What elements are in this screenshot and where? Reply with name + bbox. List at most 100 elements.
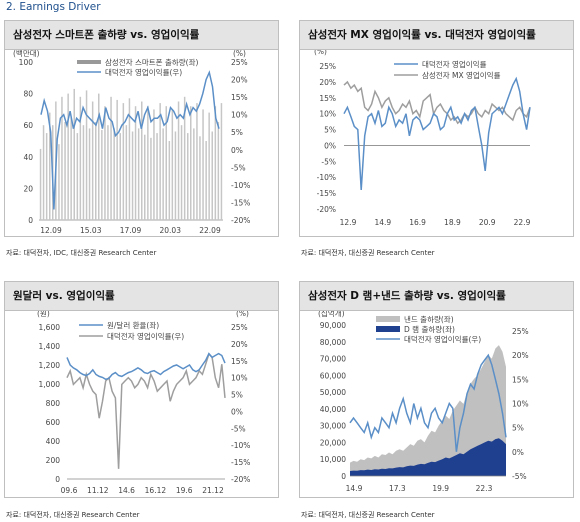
y-tick-label: 0% [324, 141, 336, 150]
y-tick-label: 50,000 [320, 388, 346, 397]
shipment-bar [125, 125, 128, 220]
chart-title: 삼성전자 MX 영업이익률 vs. 대덕전자 영업이익률 [300, 21, 573, 50]
chart-panel-mx-margin: 삼성전자 MX 영업이익률 vs. 대덕전자 영업이익률 (%) -20% -15%… [299, 20, 574, 237]
y-tick-label: -5% [231, 424, 246, 433]
shipment-bar [193, 128, 195, 220]
y-tick-label: -20% [231, 475, 250, 484]
x-tick-label: 20.03 [160, 226, 182, 235]
smartphone-vs-margin-chart: (백만대) (%) 0 20 40 60 80 100 -20% -15% -10% -5% 0% 5% 1… [13, 50, 250, 235]
shipment-bar [70, 117, 72, 220]
y-tick-label: -10% [231, 181, 250, 190]
legend-label: 삼성전자 스마트폰 출하량(좌) [105, 57, 198, 67]
x-tick-label: 21.12 [202, 486, 224, 495]
mx-margin-line [343, 80, 531, 125]
dram-area [350, 438, 506, 476]
shipment-bar [119, 133, 121, 220]
margin-line [40, 70, 220, 210]
x-tick-label: 18.9 [444, 218, 461, 227]
y-tick-label: 800 [46, 399, 61, 408]
krw-usd-line [66, 352, 226, 381]
shipment-bar [131, 131, 134, 220]
chart-title: 삼성전자 D 램+낸드 출하량 vs. 영업이익률 [300, 282, 573, 311]
y-tick-label: 1,200 [39, 361, 61, 370]
y-tick-label: 15% [231, 93, 248, 102]
y-tick-label: 5% [324, 126, 336, 135]
y-tick-label: 10% [512, 400, 529, 409]
chart-source: 자료: 대덕전자, 대신증권 Research Center [6, 511, 140, 519]
x-tick-label: 09.6 [61, 486, 78, 495]
shipment-bar [174, 131, 177, 220]
y-tick-label: 70,000 [320, 355, 346, 364]
shipment-bar [205, 141, 207, 220]
shipment-bar [64, 122, 66, 220]
shipment-bar [217, 122, 220, 220]
y-tick-label: 100 [19, 58, 34, 67]
shipment-bar [42, 125, 45, 220]
shipment-bar [88, 128, 91, 220]
y-tick-label: 0% [512, 448, 524, 457]
x-tick-label: 14.6 [118, 486, 135, 495]
x-tick-label: 20.9 [479, 218, 496, 227]
y-tick-label: -20% [317, 205, 336, 214]
shipment-bar [153, 109, 155, 220]
shipment-bar [202, 109, 204, 220]
shipment-bar [91, 101, 94, 220]
left-axis-unit: (백만대) [13, 50, 40, 58]
memory-vs-margin-chart: (십억개) 0 10,000 20,000 30,000 40,000 50,000 60,0… [318, 311, 529, 493]
y-tick-label: 1,000 [39, 380, 61, 389]
x-tick-label: 16.12 [145, 486, 167, 495]
x-tick-label: 17.3 [389, 484, 406, 493]
x-tick-label: 19.9 [432, 484, 449, 493]
legend-label: D 램 출하량(좌) [404, 324, 455, 334]
shipment-bar [76, 133, 79, 220]
shipment-bar [113, 128, 115, 220]
y-tick-label: 25% [231, 323, 248, 332]
shipment-bar [79, 96, 82, 220]
shipment-bar [85, 90, 88, 221]
shipment-bar [134, 106, 137, 220]
shipment-bar [141, 101, 143, 220]
y-tick-label: 20% [231, 76, 248, 85]
y-tick-label: 200 [46, 456, 61, 465]
x-tick-label: 15.03 [80, 226, 102, 235]
shipment-bar [156, 133, 158, 220]
legend-label: 원/달러 환율(좌) [107, 320, 159, 330]
y-tick-label: 15% [319, 94, 336, 103]
shipment-bar [107, 125, 109, 220]
y-tick-label: 80,000 [320, 338, 346, 347]
chart-title: 삼성전자 스마트폰 출하량 vs. 영업이익률 [5, 21, 278, 50]
left-axis-unit: (십억개) [318, 311, 345, 318]
shipment-bar [199, 136, 201, 220]
x-tick-label: 22.3 [476, 484, 493, 493]
shipment-bar [39, 148, 42, 220]
x-tick-label: 12.09 [40, 226, 62, 235]
shipment-bar [82, 125, 85, 220]
shipment-bar [122, 103, 125, 220]
y-tick-label: 0% [231, 146, 243, 155]
shipment-bar [101, 129, 103, 220]
y-tick-label: -5% [321, 157, 336, 166]
section-title: 2. Earnings Driver [6, 1, 101, 13]
shipment-bar [95, 122, 97, 220]
x-tick-label: 22.9 [514, 218, 531, 227]
x-tick-label: 12.9 [340, 218, 357, 227]
shipment-bar [180, 125, 183, 220]
margin-line [66, 352, 226, 469]
legend-swatch-dram [376, 326, 400, 332]
shipment-bar [159, 103, 161, 220]
left-axis-unit: (%) [314, 50, 327, 56]
y-tick-label: 400 [46, 437, 61, 446]
x-tick-label: 16.9 [409, 218, 426, 227]
shipment-bar [104, 106, 106, 220]
shipment-bar [162, 128, 164, 220]
shipment-bar [128, 98, 131, 220]
y-tick-label: 10% [231, 374, 248, 383]
y-tick-label: 15% [512, 375, 529, 384]
y-tick-label: 0 [28, 216, 33, 225]
y-tick-label: 5% [231, 128, 243, 137]
shipment-bar [208, 112, 210, 220]
shipment-bar [187, 133, 189, 220]
chart-source: 자료: 대덕전자, IDC, 대신증권 Research Center [6, 249, 157, 257]
shipment-bar [168, 141, 171, 220]
shipment-bar [98, 93, 100, 220]
